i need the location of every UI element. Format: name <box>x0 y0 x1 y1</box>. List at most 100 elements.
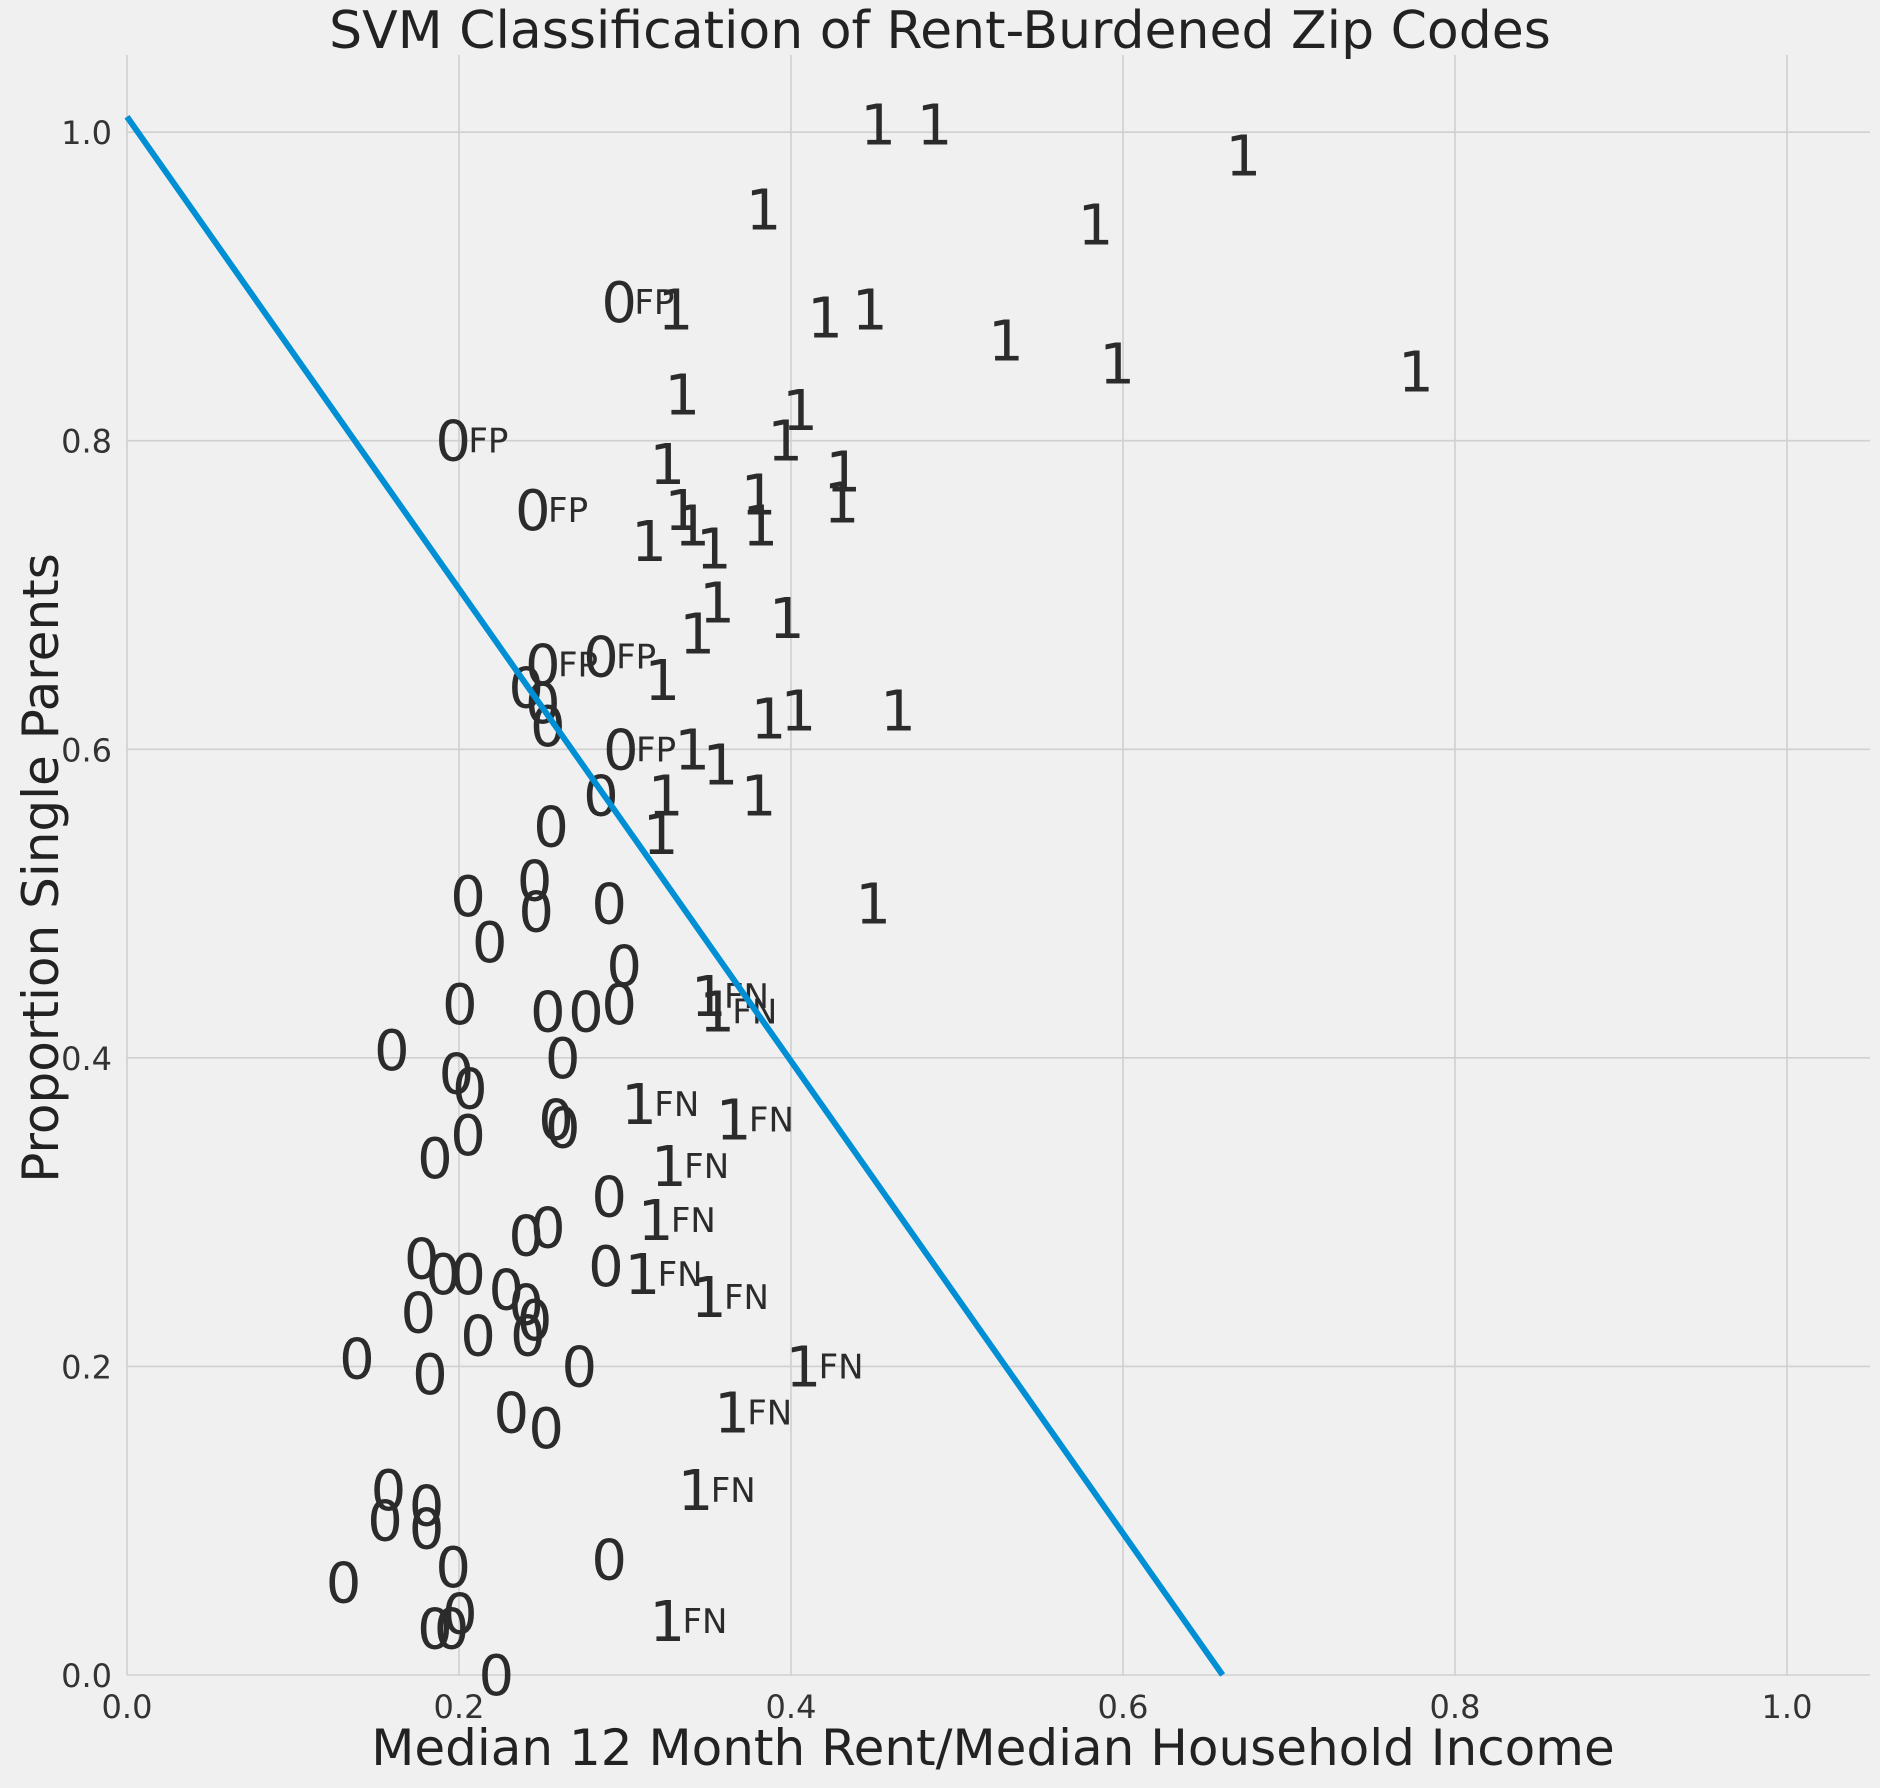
point-class-label: 0 <box>425 1243 461 1308</box>
data-point: 0 <box>591 1166 627 1231</box>
point-class-label: 0 <box>530 1197 566 1262</box>
data-point: 0FP <box>525 633 598 698</box>
data-point: 1 <box>658 279 694 344</box>
data-point: 0 <box>568 981 604 1046</box>
data-point: 1 <box>781 680 817 745</box>
data-point: 1FN <box>716 1089 794 1154</box>
data-point: 1 <box>825 441 861 506</box>
x-tick-label: 0.4 <box>766 1688 817 1726</box>
point-class-label: 0 <box>450 865 486 930</box>
point-class-label: 0 <box>606 934 642 999</box>
point-class-label: 0 <box>435 1536 471 1601</box>
point-class-label: 1 <box>716 1089 752 1154</box>
y-tick-label: 0.6 <box>61 731 112 769</box>
point-class-label: 0 <box>472 911 508 976</box>
data-point: 0FP <box>515 479 588 544</box>
point-error-flag: FN <box>749 1101 794 1141</box>
data-point: 1 <box>988 309 1024 374</box>
data-point: 0 <box>510 1305 546 1370</box>
data-point: 1 <box>807 286 843 351</box>
data-point: 1FN <box>638 1189 716 1254</box>
data-point: 0 <box>508 1274 544 1339</box>
data-point: 0FP <box>583 626 656 691</box>
data-point: 1 <box>664 363 700 428</box>
point-class-label: 0 <box>401 1281 437 1346</box>
point-class-label: 1 <box>742 495 778 560</box>
point-class-label: 0 <box>450 1243 486 1308</box>
data-point: 1FN <box>650 1590 728 1655</box>
point-class-label: 1 <box>650 433 686 498</box>
point-class-label: 0 <box>409 1497 445 1562</box>
chart-title: SVM Classification of Rent-Burdened Zip … <box>329 1 1551 61</box>
decision-boundary-line <box>124 114 1226 1677</box>
data-point: 1FN <box>621 1073 699 1138</box>
point-class-label: 1 <box>648 765 684 830</box>
data-point: 0 <box>562 1335 598 1400</box>
data-point: 0 <box>434 1598 470 1663</box>
data-point: 1 <box>852 279 888 344</box>
data-point: 1 <box>824 471 860 536</box>
point-class-label: 0 <box>530 695 566 760</box>
data-point: 1 <box>746 178 782 243</box>
point-class-label: 1 <box>988 309 1024 374</box>
data-point: 0 <box>606 934 642 999</box>
data-point: 0 <box>417 1127 453 1192</box>
data-point: 0 <box>401 1281 437 1346</box>
point-class-label: 0 <box>488 1258 524 1323</box>
point-class-label: 0 <box>588 1235 624 1300</box>
data-point: 1 <box>742 495 778 560</box>
point-class-label: 1 <box>781 680 817 745</box>
data-point: 0 <box>412 1343 448 1408</box>
point-class-label: 0 <box>435 410 471 475</box>
point-class-label: 0 <box>452 1058 488 1123</box>
data-point: 1 <box>917 93 953 158</box>
data-point: 1FN <box>691 1266 769 1331</box>
data-point: 0 <box>488 1258 524 1323</box>
data-point: 0 <box>538 1089 574 1154</box>
point-error-flag: FN <box>747 1394 792 1434</box>
point-class-label: 1 <box>699 572 735 637</box>
point-error-flag: FP <box>558 645 598 685</box>
data-point: 1 <box>767 410 803 475</box>
point-class-label: 0 <box>439 1042 475 1107</box>
data-point: 1 <box>782 379 818 444</box>
point-error-flag: FN <box>684 1147 729 1187</box>
point-class-label: 1 <box>658 279 694 344</box>
data-point: 1 <box>699 572 735 637</box>
point-class-label: 1 <box>786 1335 822 1400</box>
data-point: 1FN <box>651 1135 729 1200</box>
data-point: 1FN <box>786 1335 864 1400</box>
data-point: 0 <box>371 1459 407 1524</box>
data-point: 0 <box>439 1042 475 1107</box>
data-point: 0 <box>530 695 566 760</box>
data-point: 1FN <box>678 1459 756 1524</box>
point-class-label: 0 <box>493 1382 529 1447</box>
data-point: 0FP <box>603 718 676 783</box>
data-point: 0 <box>425 1243 461 1308</box>
point-class-label: 1 <box>769 587 805 652</box>
tick-labels: 0.0 0.2 0.4 0.6 0.8 1.0 0.0 0.2 0.4 0.6 0.8 1.0 <box>61 114 1812 1726</box>
data-point: 1 <box>855 873 891 938</box>
point-class-label: 1 <box>664 363 700 428</box>
data-point: 1 <box>703 734 739 799</box>
point-class-label: 0 <box>591 1166 627 1231</box>
point-class-label: 0 <box>603 718 639 783</box>
point-class-label: 1 <box>650 1590 686 1655</box>
point-class-label: 1 <box>860 93 896 158</box>
point-class-label: 0 <box>417 1127 453 1192</box>
point-class-label: 1 <box>691 1266 727 1331</box>
point-error-flag: FP <box>634 283 674 323</box>
data-point: 0 <box>530 1197 566 1262</box>
point-class-label: 0 <box>442 1582 478 1647</box>
data-point: 0 <box>339 1328 375 1393</box>
data-point: 1 <box>679 603 715 668</box>
point-class-label: 0 <box>533 795 569 860</box>
point-class-label: 1 <box>699 981 735 1046</box>
data-point: 1 <box>664 479 700 544</box>
data-point: 0 <box>435 1536 471 1601</box>
data-point: 1 <box>674 495 710 560</box>
point-class-label: 0 <box>371 1459 407 1524</box>
point-class-label: 0 <box>460 1305 496 1370</box>
point-error-flag: FN <box>671 1201 716 1241</box>
